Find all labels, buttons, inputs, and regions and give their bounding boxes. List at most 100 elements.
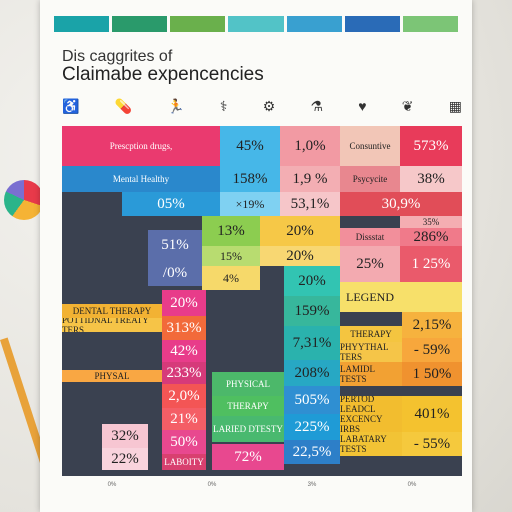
- cell-text: 42%: [170, 342, 198, 359]
- cell-35: 35%: [400, 216, 462, 228]
- cell-text: 32%: [111, 427, 139, 444]
- cell-text: 21%: [170, 410, 198, 427]
- cell-text: 1,9 %: [292, 170, 328, 187]
- tab-3: [228, 16, 284, 32]
- cell-text: 22%: [111, 450, 139, 467]
- cell-physical-ters: PHYYTHAL TERS: [340, 342, 402, 362]
- cell-text: 35%: [422, 217, 440, 227]
- cell-22: 22%: [102, 448, 148, 470]
- cell-309: 30,9%: [340, 192, 462, 216]
- cell-text: THERAPY: [227, 401, 269, 411]
- cell-20e: 2,0%: [162, 384, 206, 408]
- icon-row: ♿ 💊 🏃 ⚕ ⚙ ⚗ ♥ ❦ ▦: [62, 98, 462, 122]
- footer-row: 0% 0% 3% 0%: [62, 482, 462, 492]
- cell-286: 286%: [400, 228, 462, 246]
- cell-text: 225%: [294, 418, 330, 435]
- cell-text: 45%: [236, 137, 264, 154]
- cell-20c: 20%: [284, 266, 340, 296]
- cell-laboity: LABOITY: [162, 454, 206, 470]
- cell-233: 233%: [162, 362, 206, 384]
- cell-text: 313%: [166, 319, 202, 336]
- heart-icon: ♥: [358, 98, 367, 114]
- cell-text: 20%: [170, 294, 198, 311]
- cell-125: 1 25%: [400, 246, 462, 282]
- cell-59: - 59%: [402, 338, 462, 362]
- cell-physical: PHYSICAL: [212, 372, 284, 396]
- cell-38: 38%: [400, 166, 462, 192]
- cell-531: 53,1%: [280, 192, 340, 216]
- cell-pertod: PERTOD LEADCL EXCENCY IRBS: [340, 396, 402, 432]
- chart-icon: ▦: [448, 98, 462, 114]
- cell-55: - 55%: [402, 432, 462, 456]
- cell-573: 573%: [400, 126, 462, 166]
- cell-text: 2,15%: [412, 316, 452, 333]
- cell-text: 30,9%: [381, 195, 421, 212]
- cell-225a: 225%: [284, 414, 340, 440]
- cell-text: PERTOD LEADCL EXCENCY IRBS: [340, 396, 383, 432]
- cell-therapy: THERAPY: [340, 326, 402, 342]
- cell-labatary: LABATARY TESTS: [340, 432, 402, 456]
- cell-text: - 59%: [413, 341, 451, 358]
- cell-505: 505%: [284, 386, 340, 414]
- cell-text: 208%: [294, 364, 330, 381]
- cell-text: 22,5%: [292, 443, 332, 460]
- cell-text: DENTAL THERAPY: [72, 306, 152, 316]
- cell-pscycite: Psycycite: [340, 166, 400, 192]
- cell-text: PHYSICAL: [225, 379, 270, 389]
- stethoscope-icon: ⚕: [219, 98, 228, 114]
- cell-text: PHYSAL: [94, 371, 130, 381]
- cell-text: 505%: [294, 391, 330, 408]
- pie-chart-decoration: [4, 180, 44, 220]
- cell-text: 7,31%: [292, 334, 332, 351]
- cell-text: LABATARY TESTS: [340, 434, 387, 454]
- cell-text: ×19%: [235, 196, 265, 211]
- cell-51: 51%: [148, 230, 202, 260]
- cell-text: 233%: [166, 364, 202, 381]
- cell-25: 25%: [340, 246, 400, 282]
- footer-0: 0%: [107, 482, 117, 488]
- runner-icon: 🏃: [167, 98, 185, 114]
- tab-0: [54, 16, 110, 32]
- cell-20b: 20%: [260, 246, 340, 266]
- cell-225b: 22,5%: [284, 440, 340, 464]
- cell-text: 51%: [161, 236, 189, 253]
- cell-physal: PHYSAL: [62, 370, 162, 382]
- cell-text: 25%: [356, 255, 384, 272]
- cell-text: 401%: [414, 405, 450, 422]
- data-board: Prescption drugs, 45% 1,0% Consuntive 57…: [62, 126, 462, 476]
- cell-42: 42%: [162, 340, 206, 362]
- cell-text: 2,0%: [168, 387, 200, 404]
- cell-text: 72%: [234, 448, 262, 465]
- footer-2: 3%: [307, 482, 317, 488]
- cell-text: LEGEND: [346, 289, 394, 304]
- cell-text: 53,1%: [290, 195, 330, 212]
- person-icon: ♿: [62, 98, 80, 114]
- cell-text: 38%: [417, 170, 445, 187]
- cell-401: 401%: [402, 396, 462, 432]
- tab-2: [170, 16, 226, 32]
- footer-3: 0%: [407, 482, 417, 488]
- cell-50: 50%: [162, 430, 206, 454]
- footer-1: 0%: [207, 482, 217, 488]
- cell-text: 1 50%: [412, 365, 452, 382]
- cell-text: 159%: [294, 302, 330, 319]
- legend-title: LEGEND: [340, 282, 462, 312]
- cell-159: 159%: [284, 296, 340, 326]
- cell-contage: Consuntive: [340, 126, 400, 166]
- cell-05: 05%: [122, 192, 220, 216]
- cell-215: 2,15%: [402, 312, 462, 338]
- cell-731: 7,31%: [284, 326, 340, 360]
- cell-text: 15%: [220, 248, 242, 263]
- cell-text: POTTIDNAL TREATY TERS: [62, 318, 149, 332]
- cell-text: - 55%: [413, 435, 451, 452]
- cell-text: 573%: [413, 137, 449, 154]
- cell-lamidl: LAMIDL TESTS: [340, 362, 402, 386]
- cell-4: 4%: [202, 266, 260, 290]
- cell-x19: ×19%: [220, 192, 280, 216]
- cell-text: PHYYTHAL TERS: [340, 342, 389, 362]
- cell-text: LARIED DTESTY: [213, 424, 283, 434]
- lab-icon: ⚗: [310, 98, 324, 114]
- gear-icon: ⚙: [262, 98, 276, 114]
- pills-icon: 💊: [114, 98, 133, 114]
- cell-150: 1 50%: [402, 362, 462, 386]
